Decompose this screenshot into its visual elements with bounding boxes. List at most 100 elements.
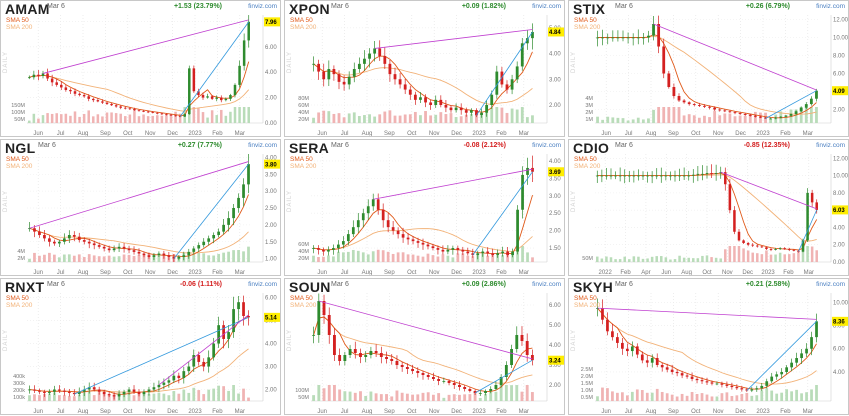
candle-body: [703, 105, 706, 107]
volume-bar: [780, 392, 784, 401]
volume-bar: [670, 394, 674, 401]
volume-bar: [705, 255, 709, 262]
candle-body: [202, 361, 206, 367]
volume-bar: [247, 246, 250, 262]
candle-body: [156, 112, 159, 114]
x-tick-label: Feb: [496, 131, 507, 137]
volume-bar: [28, 120, 31, 123]
candle-body: [511, 251, 514, 256]
volume-bar: [733, 246, 736, 262]
candle-body: [742, 240, 745, 243]
legend-sma50: SMA 50: [574, 156, 597, 163]
volume-bar: [147, 393, 151, 401]
y-tick-label: 1.00: [265, 257, 277, 263]
x-tick-label: 2023: [188, 409, 202, 415]
x-tick-label: Jun: [33, 409, 43, 415]
chart-panel-stix[interactable]: Jun Jul Aug Sep Oct Nov Dec 2023 Feb Mar 12.00 10.0…: [568, 0, 849, 137]
volume-bar: [623, 256, 626, 262]
candle-body: [165, 114, 168, 115]
volume-bar: [505, 112, 509, 123]
candle-body: [506, 251, 509, 256]
candle-body: [621, 37, 625, 39]
chart-panel-skyh[interactable]: Jun Jul Aug Sep Oct Nov Dec 2023 Feb Mar 10.00 8.00…: [568, 278, 849, 415]
volume-bar: [494, 391, 498, 401]
candle-body: [371, 199, 375, 207]
y-tick-label: 4.00: [265, 70, 277, 76]
brand-link: finviz.com: [532, 281, 561, 288]
volume-bar: [792, 253, 796, 262]
candle-body: [650, 175, 654, 177]
volume-bar: [609, 257, 613, 262]
candle-body: [520, 335, 524, 341]
candle-body: [137, 110, 141, 112]
volume-bar: [53, 392, 56, 401]
chart-panel-xpon[interactable]: JunJulAugSepOctNovDec2023FebMar5.004.003…: [284, 0, 565, 137]
y-tick-label: 6.00: [549, 303, 561, 309]
x-tick-label: 2023: [472, 131, 486, 137]
candle-body: [611, 331, 614, 338]
volume-tick-label: 2.5M: [581, 367, 594, 373]
ticker-symbol: RNXT: [5, 279, 45, 295]
volume-bar: [403, 114, 407, 123]
candle-body: [127, 248, 131, 251]
brand-link: finviz.com: [248, 142, 277, 149]
candle-body: [147, 389, 151, 392]
volume-bar: [491, 253, 495, 262]
x-tick-label: Mar: [519, 270, 529, 276]
volume-bar: [429, 115, 433, 123]
candle-body: [780, 371, 784, 375]
chart-panel-ngl[interactable]: Jun Jul Aug Sep Oct Nov Dec 2023 Feb Mar 4.00 3.50 3…: [0, 139, 281, 276]
candle-body: [162, 382, 166, 385]
candle-body: [501, 251, 505, 254]
volume-bar: [207, 255, 211, 262]
volume-bar: [332, 113, 336, 123]
volume-bar: [705, 394, 709, 401]
volume-bar: [43, 393, 46, 401]
volume-bar: [229, 111, 232, 123]
volume-bar: [312, 117, 315, 123]
candle-body: [700, 380, 704, 382]
candle-body: [212, 343, 216, 358]
x-tick-label: Jun: [33, 270, 43, 276]
volume-tick-label: 20M: [298, 256, 309, 262]
candle-body: [92, 387, 96, 390]
candle-body: [719, 172, 722, 174]
candle-body: [765, 247, 768, 250]
volume-bar: [38, 395, 41, 401]
volume-bar: [785, 389, 789, 401]
candle-body: [434, 99, 438, 105]
chart-panel-cdio[interactable]: 2022 Feb Apr Jun Aug Oct Nov Dec 2023 Feb Mar 12.00…: [568, 139, 849, 276]
chart-panel-amam[interactable]: JunJulAugSepOctNovDec2023FebMar8.006.004…: [0, 0, 281, 137]
volume-bar: [391, 253, 395, 262]
candle-body: [396, 230, 400, 235]
volume-bar: [760, 390, 764, 401]
candle-body: [725, 384, 729, 386]
volume-bar: [426, 253, 430, 262]
volume-bar: [182, 389, 186, 401]
last-price-tag: [832, 86, 848, 96]
volume-tick-label: 100k: [13, 395, 25, 401]
x-tick-label: 2023: [756, 131, 770, 137]
candle-body: [680, 373, 684, 376]
x-tick-label: Oct: [123, 409, 133, 415]
candle-body: [343, 355, 347, 361]
candle-body: [616, 37, 620, 39]
trendline-resistance: [720, 171, 817, 210]
x-tick-label: Dec: [735, 131, 746, 137]
candle-body: [182, 371, 186, 379]
candle-body: [525, 38, 529, 44]
candle-body: [743, 114, 747, 115]
candle-body: [43, 235, 46, 239]
x-tick-label: Aug: [362, 409, 373, 415]
candle-body: [212, 235, 216, 239]
candle-body: [128, 108, 132, 110]
last-price-label: 7.96: [265, 20, 277, 26]
volume-bar: [708, 117, 711, 123]
chart-panel-sera[interactable]: Jun Jul Aug Sep Oct Nov Dec 2023 Feb Mar 4.00 3.50 3…: [284, 139, 565, 276]
chart-panel-soun[interactable]: Jun Jul Aug Sep Oct Nov Dec 2023 Feb Mar 6.00 5.00 4…: [284, 278, 565, 415]
sma200-line: [597, 307, 817, 385]
candle-body: [464, 110, 468, 113]
candle-body: [351, 227, 355, 235]
chart-panel-rnxt[interactable]: JunJulAugSepOctNovDec2023FebMar6.005.004…: [0, 278, 281, 415]
